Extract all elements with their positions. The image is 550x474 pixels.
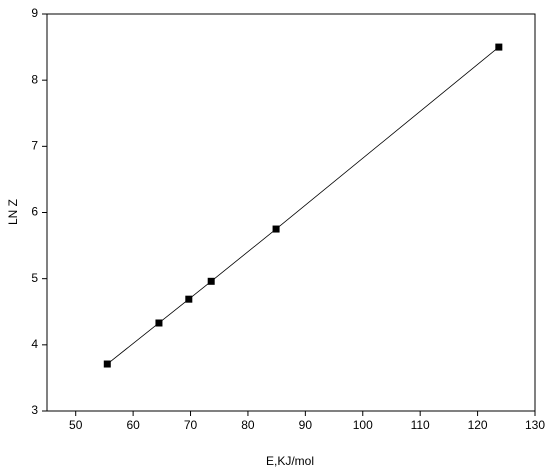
data-point [207, 277, 215, 285]
data-point [185, 295, 193, 303]
x-tick-label: 90 [299, 418, 313, 432]
y-tick-label: 5 [31, 271, 38, 285]
x-tick-label: 50 [69, 418, 83, 432]
plot-frame [46, 13, 536, 412]
x-axis-label: E,KJ/mol [266, 454, 314, 468]
y-tick-label: 9 [31, 6, 38, 20]
y-tick-label: 7 [31, 139, 38, 153]
x-tick-label: 60 [126, 418, 140, 432]
y-tick-label: 8 [31, 72, 38, 86]
x-tick-label: 130 [525, 418, 545, 432]
x-tick-label: 120 [468, 418, 488, 432]
data-point [272, 225, 280, 233]
x-tick-label: 80 [241, 418, 255, 432]
data-point [495, 43, 503, 51]
fit-line [107, 46, 500, 365]
data-point [103, 360, 111, 368]
x-tick-label: 100 [353, 418, 373, 432]
data-point [155, 319, 163, 327]
x-tick-label: 110 [411, 418, 430, 432]
y-tick-label: 6 [31, 205, 38, 219]
y-axis-label: LN Z [6, 199, 20, 225]
y-tick-label: 4 [31, 337, 38, 351]
x-tick-label: 70 [184, 418, 198, 432]
y-tick-label: 3 [31, 403, 38, 417]
